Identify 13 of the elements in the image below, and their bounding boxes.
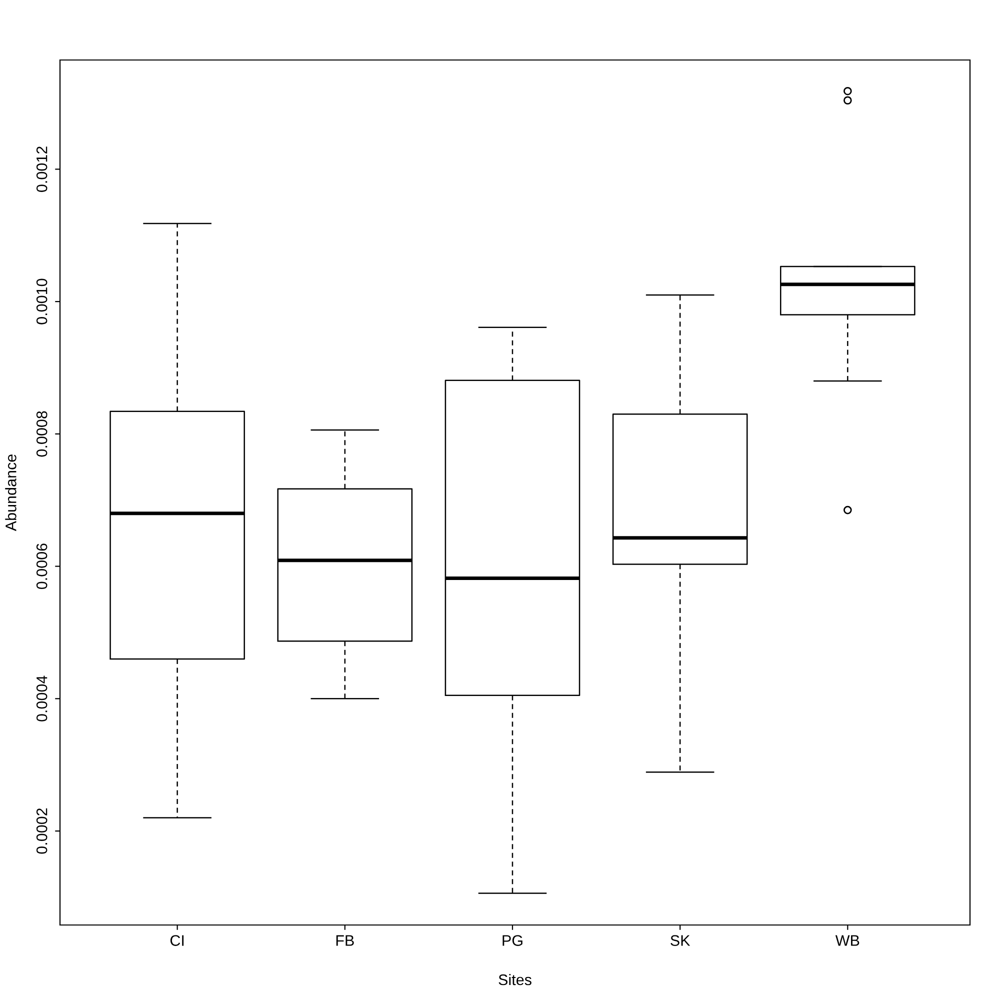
x-tick-label: PG: [502, 935, 522, 946]
x-tick-label: WB: [835, 935, 860, 946]
y-tick-label: 0.0004: [36, 676, 48, 722]
y-tick-label: 0.0012: [36, 146, 48, 192]
y-tick-label: 0.0006: [36, 544, 48, 590]
y-tick-label: 0.0010: [36, 278, 48, 324]
y-tick-label: 0.0008: [36, 411, 48, 457]
y-axis-title: Abundance: [5, 454, 16, 532]
x-tick-label: SK: [670, 935, 690, 946]
x-axis-title: Sites: [498, 974, 532, 986]
x-tick-label: FB: [336, 935, 354, 946]
y-tick-label: 0.0002: [36, 808, 48, 854]
x-tick-label: CI: [170, 935, 184, 946]
